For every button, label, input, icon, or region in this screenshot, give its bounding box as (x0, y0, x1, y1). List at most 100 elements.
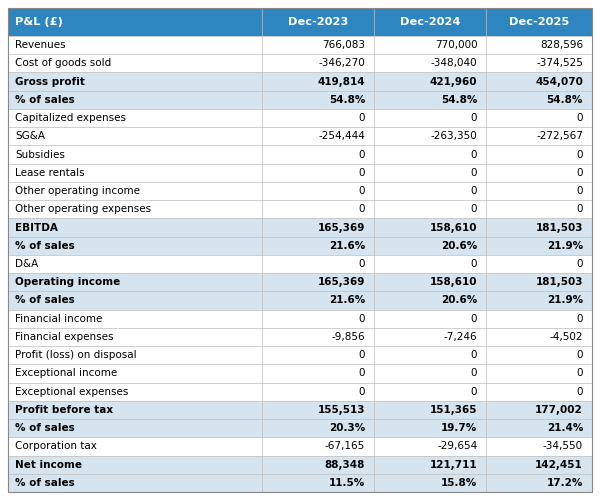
Text: 165,369: 165,369 (318, 277, 365, 287)
Text: Lease rentals: Lease rentals (15, 168, 85, 178)
Bar (486, 109, 592, 127)
Text: 770,000: 770,000 (434, 40, 477, 50)
Bar (262, 383, 374, 401)
Text: 0: 0 (359, 168, 365, 178)
Text: 54.8%: 54.8% (441, 95, 477, 105)
Text: EBITDA: EBITDA (15, 223, 58, 232)
Text: 0: 0 (577, 204, 583, 214)
Text: 0: 0 (359, 113, 365, 123)
Bar (374, 309, 486, 328)
Text: Profit before tax: Profit before tax (15, 405, 113, 415)
Text: 19.7%: 19.7% (441, 423, 477, 433)
Bar (262, 291, 374, 309)
Text: 54.8%: 54.8% (547, 95, 583, 105)
Text: 0: 0 (577, 113, 583, 123)
Text: 0: 0 (577, 313, 583, 324)
Bar (374, 91, 486, 109)
Text: 0: 0 (359, 313, 365, 324)
Bar (374, 54, 486, 73)
Bar (374, 437, 486, 456)
Bar (486, 36, 592, 54)
Text: 0: 0 (577, 186, 583, 196)
Bar (8, 127, 262, 146)
Bar (486, 364, 592, 383)
Text: Revenues: Revenues (15, 40, 65, 50)
Bar (486, 8, 592, 36)
Bar (486, 255, 592, 273)
Text: 421,960: 421,960 (430, 77, 477, 87)
Text: -348,040: -348,040 (431, 58, 477, 69)
Text: 158,610: 158,610 (430, 223, 477, 232)
Bar (262, 8, 374, 36)
Text: 15.8%: 15.8% (441, 478, 477, 488)
Bar (8, 437, 262, 456)
Text: D&A: D&A (15, 259, 38, 269)
Bar (262, 91, 374, 109)
Bar (8, 8, 262, 36)
Bar (8, 291, 262, 309)
Text: 0: 0 (577, 387, 583, 397)
Text: P&L (£): P&L (£) (15, 17, 63, 27)
Text: Operating income: Operating income (15, 277, 120, 287)
Bar (262, 54, 374, 73)
Bar (262, 364, 374, 383)
Bar (8, 237, 262, 255)
Bar (486, 182, 592, 200)
Bar (374, 200, 486, 218)
Text: Dec-2024: Dec-2024 (400, 17, 460, 27)
Text: 0: 0 (359, 150, 365, 160)
Text: 0: 0 (471, 150, 477, 160)
Bar (262, 127, 374, 146)
Text: % of sales: % of sales (15, 478, 75, 488)
Text: % of sales: % of sales (15, 423, 75, 433)
Bar (374, 109, 486, 127)
Bar (262, 182, 374, 200)
Bar (486, 291, 592, 309)
Bar (486, 164, 592, 182)
Bar (486, 474, 592, 492)
Bar (374, 456, 486, 474)
Text: 21.6%: 21.6% (329, 241, 365, 251)
Text: 158,610: 158,610 (430, 277, 477, 287)
Bar (8, 383, 262, 401)
Bar (374, 73, 486, 91)
Bar (262, 36, 374, 54)
Text: 21.9%: 21.9% (547, 295, 583, 305)
Text: -346,270: -346,270 (319, 58, 365, 69)
Bar (8, 328, 262, 346)
Text: 454,070: 454,070 (535, 77, 583, 87)
Text: Other operating income: Other operating income (15, 186, 140, 196)
Text: 0: 0 (359, 387, 365, 397)
Bar (486, 91, 592, 109)
Bar (486, 273, 592, 291)
Bar (374, 383, 486, 401)
Text: Capitalized expenses: Capitalized expenses (15, 113, 126, 123)
Text: 21.6%: 21.6% (329, 295, 365, 305)
Bar (262, 401, 374, 419)
Text: 142,451: 142,451 (535, 460, 583, 470)
Text: Exceptional income: Exceptional income (15, 368, 117, 379)
Text: 20.3%: 20.3% (329, 423, 365, 433)
Bar (8, 91, 262, 109)
Bar (8, 456, 262, 474)
Bar (486, 127, 592, 146)
Text: Subsidies: Subsidies (15, 150, 65, 160)
Bar (262, 200, 374, 218)
Bar (262, 309, 374, 328)
Bar (262, 146, 374, 164)
Bar (8, 73, 262, 91)
Bar (374, 474, 486, 492)
Bar (374, 182, 486, 200)
Text: 88,348: 88,348 (325, 460, 365, 470)
Text: 54.8%: 54.8% (329, 95, 365, 105)
Bar (8, 109, 262, 127)
Text: 0: 0 (471, 387, 477, 397)
Bar (374, 364, 486, 383)
Text: 181,503: 181,503 (536, 277, 583, 287)
Bar (262, 164, 374, 182)
Text: SG&A: SG&A (15, 132, 45, 141)
Bar (8, 255, 262, 273)
Text: -254,444: -254,444 (318, 132, 365, 141)
Bar (8, 36, 262, 54)
Text: Net income: Net income (15, 460, 82, 470)
